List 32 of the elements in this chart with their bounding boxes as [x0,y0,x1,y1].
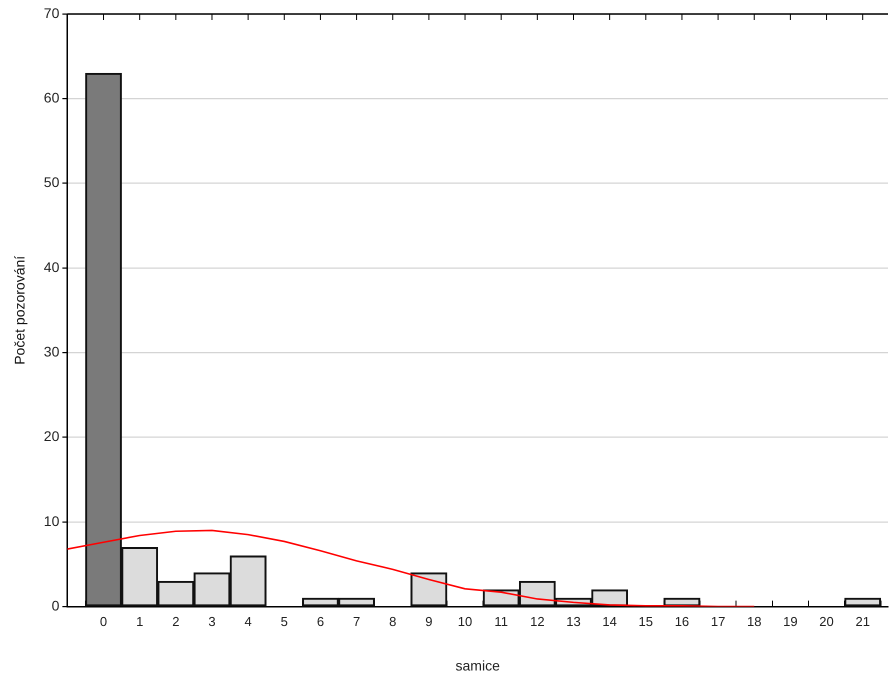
x-tick-label: 18 [747,614,762,629]
x-tick-label: 12 [530,614,545,629]
y-tick-label: 50 [44,174,60,190]
x-axis-title: samice [456,657,500,674]
x-tick-label: 1 [136,614,144,629]
y-tick-label: 70 [44,4,60,21]
x-tick-label: 15 [638,614,654,629]
x-tick-label: 11 [494,614,508,629]
y-tick-label: 0 [52,597,60,614]
y-tick-label: 40 [44,258,60,275]
x-tick-label: 8 [389,614,396,629]
y-axis-title: Počet pozorování [11,256,28,365]
x-tick-label: 10 [458,614,472,629]
y-tick-label: 20 [44,428,60,444]
x-tick-label: 9 [425,614,432,629]
x-tick-label: 5 [280,614,288,629]
x-tick-label: 16 [674,614,690,629]
x-tick-label: 2 [172,614,180,629]
y-tick-label: 30 [44,343,60,360]
x-tick-label: 14 [602,614,617,629]
y-tick-label: 10 [44,512,60,529]
x-tick-label: 19 [783,614,798,629]
x-tick-label: 17 [710,614,726,629]
x-tick-label: 20 [819,614,834,629]
x-tick-label: 0 [100,614,108,629]
x-tick-label: 13 [566,614,581,629]
y-tick-label: 60 [44,90,60,106]
x-tick-label: 21 [855,614,870,629]
x-tick-label: 3 [208,614,216,629]
x-tick-label: 6 [316,614,324,629]
x-tick-label: 7 [352,614,360,629]
x-tick-label: 4 [244,614,252,629]
